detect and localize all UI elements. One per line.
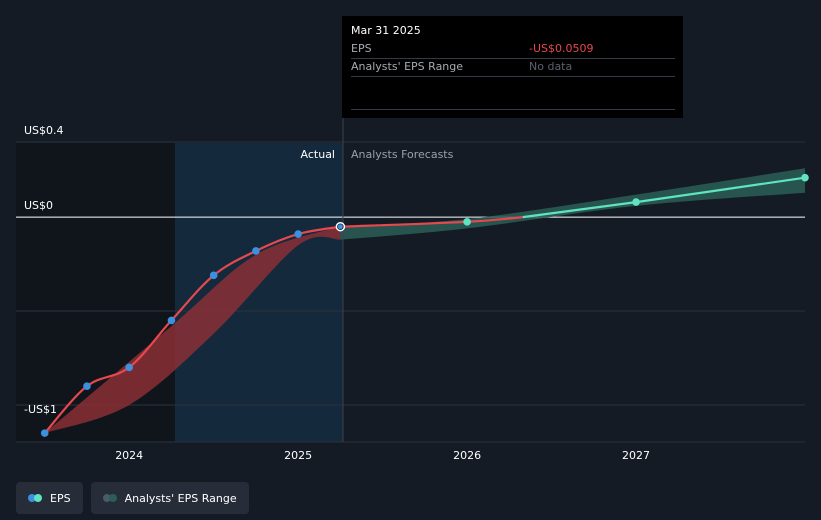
eps-forecast-point [463,218,471,226]
tooltip-eps-label: EPS [351,42,372,55]
x-tick-label: 2027 [622,449,650,462]
tooltip-range-value: No data [529,60,573,73]
eps-range-band-actual [44,226,341,434]
actual-period-shade [175,143,343,442]
legend-eps-button[interactable]: EPS [16,482,83,514]
legend-range-label: Analysts' EPS Range [124,491,237,505]
legend-range-button[interactable]: Analysts' EPS Range [90,482,249,514]
x-tick-label: 2026 [453,449,481,462]
x-tick-label: 2024 [115,449,143,462]
y-tick-label: -US$1 [24,403,57,416]
range-swatch-icon [102,494,119,502]
eps-point [40,429,49,437]
eps-swatch-icon [28,494,44,502]
eps-forecast-point [632,198,640,206]
tooltip-eps-value: -US$0.0509 [529,42,594,55]
tooltip-divider [351,58,675,59]
eps-forecast-line-positive [522,176,806,219]
grid [16,141,805,443]
actual-label: Actual [301,148,335,161]
eps-point [83,382,91,390]
x-axis-labels: 2024 2025 2026 2027 [115,449,650,462]
tooltip-date: Mar 31 2025 [351,24,421,37]
eps-points [40,173,809,437]
eps-point-highlight [337,224,343,230]
eps-point [167,316,176,325]
eps-range-band-forecast [340,168,805,240]
y-tick-label: US$0 [24,199,53,212]
tooltip: Mar 31 2025 EPS -US$0.0509 Analysts' EPS… [342,16,683,118]
legend: EPS Analysts' EPS Range [16,482,249,514]
x-tick-label: 2025 [284,449,312,462]
eps-forecast-line-negative [340,216,523,228]
eps-point [209,271,218,280]
tooltip-divider [351,109,675,110]
tooltip-range-label: Analysts' EPS Range [351,60,464,73]
legend-eps-label: EPS [50,491,71,505]
eps-point [252,247,260,255]
y-tick-label: US$0.4 [24,124,64,137]
eps-point [125,363,133,372]
tooltip-divider [351,76,675,77]
eps-forecast-point [801,173,809,182]
y-axis-labels: US$0.4 US$0 -US$1 [24,124,64,416]
eps-point [294,230,302,238]
forecast-label: Analysts Forecasts [351,148,454,161]
